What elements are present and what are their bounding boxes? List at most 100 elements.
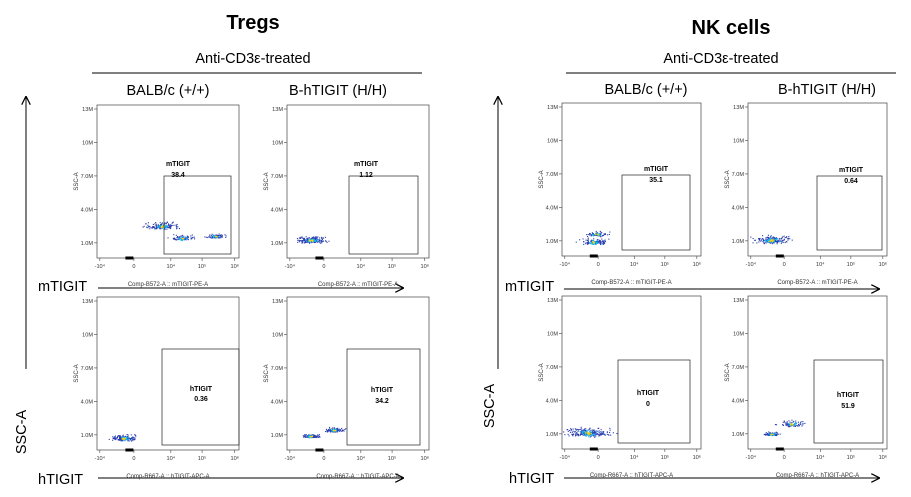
gate-mtigit [163,175,232,255]
x-tick-label: 10⁶ [420,455,429,462]
event-cloud [296,236,330,244]
subplot-y-label: SSC-A [539,363,545,381]
subplot-y-label: SSC-A [539,170,545,188]
y-tick-label: 10M [82,332,93,338]
gate-htigit [617,359,691,444]
gate-value: 0.64 [844,178,858,185]
y-tick-label: 7.0M [732,365,745,371]
treatment-label-nk: Anti-CD3ε-treated [663,51,778,67]
facs-plot-tregs-b-htigit-h-h-mtigit: 1.0M 4.0M 7.0M 10M 13M -10⁴ 0 10⁴ 10⁵ 10⁶ SSC-A Com… [264,104,430,288]
row-label-nk-mtigit: mTIGIT [505,279,554,295]
event-cloud [108,434,137,442]
y-tick-label: 13M [733,298,744,304]
gate-label: hTIGIT [837,392,860,399]
facs-plot-nk-cells-balb-c-htigit: 1.0M 4.0M 7.0M 10M 13M -10⁴ 0 10⁴ 10⁵ 10⁶ SSC-A Com… [539,295,702,479]
gate-label: mTIGIT [839,167,864,174]
event-cloud [563,426,618,438]
x-tick-label: 0 [322,456,325,462]
x-tick-label: 0 [783,262,786,268]
subplot-y-label: SSC-A [264,364,270,382]
subplot-x-label: Comp-B572-A :: mTIGIT-PE-A [591,280,671,286]
x-tick-label: 10⁴ [630,261,639,268]
y-tick-label: 1.0M [732,432,745,438]
y-tick-label: 13M [82,299,93,305]
y-tick-label: 4.0M [546,398,559,404]
x-tick-label: 10⁶ [230,455,239,462]
plot-frame [286,104,430,259]
event-cloud [575,230,611,245]
zero-marker [589,254,598,258]
facs-plot-nk-cells-balb-c-mtigit: 1.0M 4.0M 7.0M 10M 13M -10⁴ 0 10⁴ 10⁵ 10⁶ SSC-A Com… [539,102,702,286]
y-tick-label: 13M [272,107,283,113]
gate-mtigit [348,175,419,255]
x-tick-label: 10⁵ [198,263,207,270]
y-tick-label: 7.0M [271,366,284,372]
y-axis-label-tregs: SSC-A [14,410,30,455]
subplot-x-label: Comp-B572-A :: mTIGIT-PE-A [318,282,398,288]
zero-marker [125,256,134,260]
x-tick-label: 10⁴ [816,261,825,268]
x-tick-label: 0 [322,264,325,270]
column-label-tregs-balbc: BALB/c (+/+) [126,83,209,99]
facs-plot-tregs-balb-c-mtigit: 1.0M 4.0M 7.0M 10M 13M -10⁴ 0 10⁴ 10⁵ 10⁶ SSC-A Com… [74,104,240,288]
x-tick-label: 0 [597,262,600,268]
y-tick-label: 7.0M [81,174,94,180]
x-tick-label: -10⁴ [285,455,296,462]
gate-htigit [813,359,884,444]
zero-marker [315,256,324,260]
x-tick-label: 10⁴ [357,455,366,462]
y-axis-label-nk: SSC-A [482,384,498,429]
gate-htigit [161,348,240,446]
panel-title-nk: NK cells [692,17,771,39]
x-tick-label: 10⁵ [661,454,670,461]
gate-mtigit [816,175,883,251]
plot-frame [286,296,430,451]
zero-marker [775,447,784,451]
gate-mtigit [621,174,691,251]
facs-plot-nk-cells-b-htigit-h-h-mtigit: 1.0M 4.0M 7.0M 10M 13M -10⁴ 0 10⁴ 10⁵ 10⁶ SSC-A Com… [725,102,888,286]
column-label-nk-htigit: B-hTIGIT (H/H) [778,82,876,98]
x-tick-label: 10⁴ [167,455,176,462]
x-tick-label: -10⁴ [746,261,757,268]
y-tick-label: 4.0M [732,398,745,404]
x-tick-label: 10⁶ [879,454,888,461]
subplot-x-label: Comp-B572-A :: mTIGIT-PE-A [128,282,208,288]
event-cloud [763,419,806,437]
subplot-x-label: Comp-R667-A :: hTIGIT-APC-A [126,474,209,480]
event-cloud [750,234,793,245]
y-tick-label: 1.0M [546,432,559,438]
y-tick-label: 13M [547,298,558,304]
y-tick-label: 4.0M [271,399,284,405]
subplot-y-label: SSC-A [264,172,270,190]
y-tick-label: 4.0M [81,399,94,405]
facs-plot-nk-cells-b-htigit-h-h-htigit: 1.0M 4.0M 7.0M 10M 13M -10⁴ 0 10⁴ 10⁵ 10⁶ SSC-A Com… [725,295,888,479]
y-tick-label: 1.0M [546,239,559,245]
plot-frame [561,295,702,450]
x-tick-label: 10⁵ [661,261,670,268]
y-tick-label: 4.0M [271,207,284,213]
subplot-x-label: Comp-R667-A :: hTIGIT-APC-A [316,474,399,480]
x-tick-label: 10⁵ [388,455,397,462]
y-tick-label: 1.0M [81,433,94,439]
y-tick-label: 1.0M [271,241,284,247]
x-tick-label: -10⁴ [285,263,296,270]
x-tick-label: 10⁵ [388,263,397,270]
y-tick-label: 10M [733,138,744,144]
y-tick-label: 13M [547,105,558,111]
event-cloud [142,221,227,242]
x-tick-label: -10⁴ [95,263,106,270]
y-tick-label: 4.0M [732,205,745,211]
zero-marker [589,447,598,451]
x-tick-label: 10⁵ [198,455,207,462]
y-tick-label: 10M [272,332,283,338]
column-label-nk-balbc: BALB/c (+/+) [604,82,687,98]
y-tick-label: 13M [272,299,283,305]
subplot-y-label: SSC-A [725,363,731,381]
gate-value: 51.9 [841,403,855,410]
gate-value: 0.36 [194,396,208,403]
x-tick-label: 10⁶ [693,454,702,461]
x-tick-label: 0 [132,456,135,462]
panel-title-tregs: Tregs [226,12,279,34]
y-tick-label: 10M [547,331,558,337]
